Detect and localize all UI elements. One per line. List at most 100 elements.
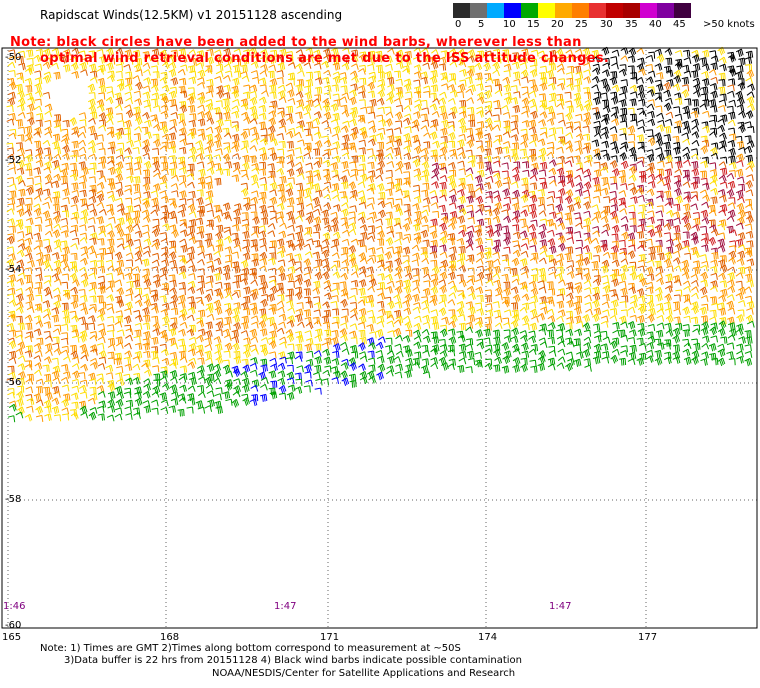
wind-barb	[637, 265, 645, 273]
wind-barb	[196, 147, 205, 155]
wind-barb	[189, 127, 197, 136]
wind-barb	[672, 225, 681, 234]
wind-barb	[735, 48, 744, 58]
wind-barb	[720, 264, 728, 274]
wind-barb	[620, 183, 628, 190]
wind-barb	[728, 197, 736, 205]
wind-barb	[206, 48, 214, 57]
wind-barb	[341, 92, 350, 100]
wind-barb	[206, 117, 215, 125]
wind-barb	[178, 166, 187, 175]
wind-barb	[737, 232, 746, 241]
wind-barb	[456, 330, 464, 339]
wind-barb	[152, 183, 161, 192]
wind-barb	[620, 120, 628, 128]
wind-barb	[107, 337, 115, 346]
wind-barb	[492, 258, 501, 266]
wind-barb	[412, 293, 420, 303]
wind-barb	[456, 91, 465, 99]
wind-barb	[430, 61, 439, 70]
wind-barb	[682, 280, 691, 288]
wind-barb	[71, 363, 80, 370]
wind-barb	[349, 323, 358, 331]
wind-barb	[186, 252, 195, 261]
wind-barb	[133, 204, 142, 212]
wind-barb	[711, 357, 719, 366]
wind-barb	[368, 154, 377, 162]
wind-barb	[699, 254, 708, 262]
wind-barb	[673, 69, 682, 79]
wind-barb	[8, 81, 17, 91]
wind-barb	[106, 306, 115, 314]
wind-barb	[403, 161, 411, 170]
wind-barb	[612, 337, 620, 345]
wind-barb	[25, 378, 34, 385]
wind-barb	[296, 202, 305, 211]
wind-barb	[197, 96, 205, 105]
wind-barb	[592, 323, 601, 331]
wind-barb	[501, 56, 510, 63]
wind-barb	[700, 264, 708, 272]
wind-barb	[286, 116, 294, 125]
wind-barb	[17, 355, 26, 362]
wind-barb	[447, 233, 456, 241]
wind-barb	[357, 114, 366, 123]
wind-barb	[123, 373, 131, 381]
wind-barb	[385, 63, 393, 71]
wind-barb	[421, 328, 430, 336]
wind-barb	[250, 70, 259, 78]
wind-barb	[501, 365, 510, 374]
wind-barb	[350, 126, 359, 136]
wind-barb	[413, 90, 422, 99]
wind-barb	[387, 84, 395, 92]
wind-barb	[321, 119, 330, 127]
wind-barb	[593, 210, 602, 220]
wind-barb	[169, 168, 177, 176]
wind-barb	[673, 232, 681, 241]
wind-barb	[53, 239, 62, 248]
wind-barb	[231, 124, 240, 132]
wind-barb	[126, 259, 134, 267]
wind-barb	[125, 399, 134, 408]
wind-barb	[630, 72, 638, 80]
wind-barb	[231, 251, 239, 259]
wind-barb	[610, 133, 618, 142]
wind-barb	[609, 340, 618, 349]
wind-barb	[198, 376, 206, 384]
wind-barb	[378, 192, 386, 200]
wind-barb	[242, 307, 251, 316]
wind-barb	[609, 314, 618, 322]
wind-barb	[459, 351, 467, 359]
wind-barb	[720, 156, 728, 164]
wind-barb	[151, 315, 159, 324]
wind-barb	[295, 343, 303, 352]
wind-barb	[306, 238, 314, 246]
wind-barb	[645, 202, 654, 209]
wind-barb	[636, 48, 645, 55]
wind-barb	[529, 69, 538, 78]
wind-barb	[60, 337, 69, 345]
wind-barb	[601, 131, 609, 140]
wind-barb	[682, 146, 691, 154]
wind-barb	[179, 175, 187, 183]
wind-barb	[250, 357, 258, 365]
wind-barb	[369, 211, 377, 220]
wind-barb	[619, 64, 627, 72]
wind-barb	[350, 302, 358, 310]
wind-barb	[215, 406, 223, 414]
wind-barb	[746, 307, 754, 315]
wind-barb	[43, 330, 51, 339]
wind-barb	[269, 78, 278, 87]
wind-barb	[315, 328, 323, 337]
wind-barb	[124, 308, 132, 315]
wind-barb	[393, 217, 401, 226]
wind-barb	[114, 357, 122, 366]
wind-barb	[286, 168, 295, 177]
wind-barb	[449, 188, 457, 196]
wind-barb	[124, 147, 132, 155]
wind-barb	[295, 63, 303, 71]
wind-barb	[324, 365, 332, 373]
wind-barb	[609, 197, 618, 205]
wind-barb	[395, 160, 404, 170]
wind-barb	[566, 226, 574, 235]
